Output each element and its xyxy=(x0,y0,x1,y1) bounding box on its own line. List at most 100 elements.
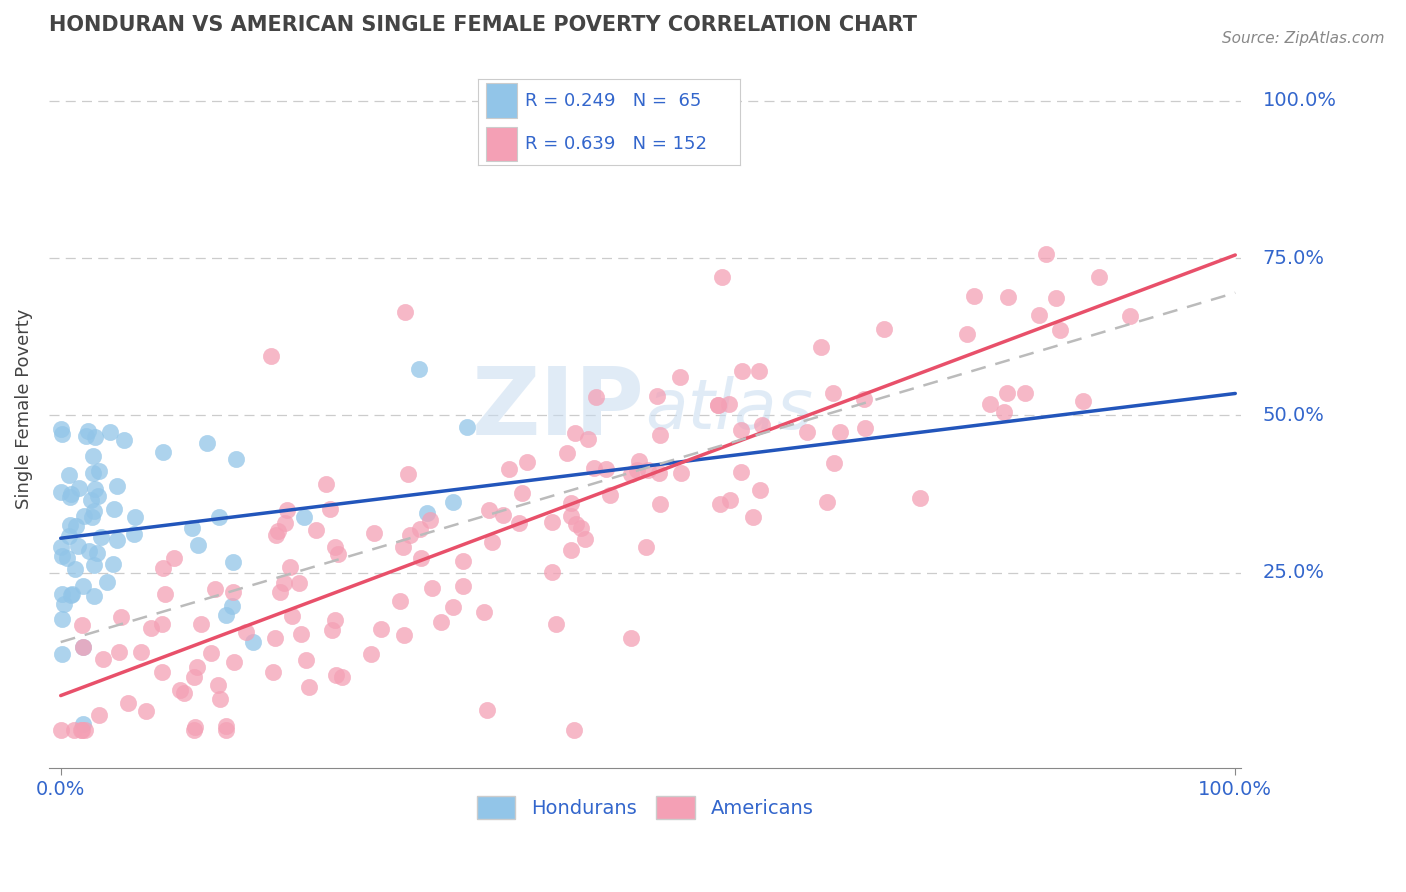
Point xyxy=(215,607,238,622)
Point xyxy=(276,503,298,517)
Point xyxy=(363,525,385,540)
Point xyxy=(208,510,231,524)
Point xyxy=(650,427,672,442)
Point xyxy=(107,479,129,493)
Point xyxy=(96,575,118,590)
Point xyxy=(560,542,582,557)
Point xyxy=(51,427,73,442)
Point xyxy=(564,425,586,440)
Point xyxy=(1035,247,1057,261)
Point xyxy=(190,616,212,631)
Point xyxy=(290,627,312,641)
Point xyxy=(319,502,342,516)
Point xyxy=(288,575,311,590)
Point xyxy=(481,535,503,549)
Point xyxy=(53,598,76,612)
Point xyxy=(853,392,876,406)
Point xyxy=(565,517,588,532)
Point xyxy=(457,419,479,434)
Point xyxy=(195,435,218,450)
Point xyxy=(139,621,162,635)
Point xyxy=(186,660,208,674)
Point xyxy=(628,453,651,467)
Point xyxy=(392,628,415,642)
Point xyxy=(810,339,832,353)
Point xyxy=(599,488,621,502)
Point xyxy=(396,467,419,481)
Point xyxy=(273,516,295,530)
Point xyxy=(298,680,321,694)
Point xyxy=(56,550,79,565)
Point xyxy=(626,462,648,476)
Point xyxy=(730,465,752,479)
Point xyxy=(1088,270,1111,285)
Point xyxy=(408,362,430,376)
Point xyxy=(748,364,770,378)
Point xyxy=(853,420,876,434)
Point xyxy=(956,326,979,341)
Point xyxy=(169,682,191,697)
Point xyxy=(77,544,100,558)
Point xyxy=(910,491,932,505)
Point xyxy=(264,632,287,646)
Point xyxy=(730,424,752,438)
Point xyxy=(595,462,617,476)
Point xyxy=(83,504,105,518)
Point xyxy=(83,558,105,572)
Point xyxy=(441,494,464,508)
Point xyxy=(87,464,110,478)
Point xyxy=(544,617,567,632)
Point xyxy=(107,533,129,547)
Point xyxy=(262,665,284,679)
Point xyxy=(650,497,672,511)
Text: 25.0%: 25.0% xyxy=(1263,564,1324,582)
Point xyxy=(574,532,596,546)
Point xyxy=(221,599,243,613)
Point xyxy=(669,466,692,480)
Point xyxy=(84,482,107,496)
Point xyxy=(332,670,354,684)
Point xyxy=(823,456,845,470)
Point xyxy=(718,493,741,508)
Point xyxy=(86,546,108,560)
Point xyxy=(152,561,174,575)
Point xyxy=(325,540,347,554)
Point xyxy=(416,506,439,520)
Point xyxy=(620,631,643,645)
Point xyxy=(541,515,564,529)
Point xyxy=(637,463,659,477)
Point xyxy=(98,425,121,439)
Point xyxy=(49,540,72,554)
Point xyxy=(411,551,433,566)
Point xyxy=(997,290,1019,304)
Point xyxy=(184,721,207,735)
Point xyxy=(51,612,73,626)
Point xyxy=(224,656,246,670)
Point xyxy=(215,719,238,733)
Point xyxy=(1014,386,1036,401)
Point xyxy=(295,652,318,666)
Point xyxy=(73,723,96,738)
Point xyxy=(187,538,209,552)
Point xyxy=(409,522,432,536)
Point xyxy=(70,723,93,738)
Point xyxy=(305,523,328,537)
Point xyxy=(498,462,520,476)
Point xyxy=(235,625,257,640)
Point xyxy=(398,527,420,541)
Point xyxy=(562,723,585,738)
Point xyxy=(222,555,245,569)
Point xyxy=(475,703,498,717)
Point xyxy=(77,424,100,438)
Point xyxy=(321,623,343,637)
Point xyxy=(183,723,205,738)
Point xyxy=(315,477,337,491)
Point xyxy=(72,640,94,654)
Point xyxy=(709,497,731,511)
Point xyxy=(1119,309,1142,323)
Point xyxy=(66,539,89,553)
Point xyxy=(267,524,290,539)
Point xyxy=(717,397,740,411)
Point xyxy=(751,417,773,432)
Point xyxy=(150,617,173,632)
